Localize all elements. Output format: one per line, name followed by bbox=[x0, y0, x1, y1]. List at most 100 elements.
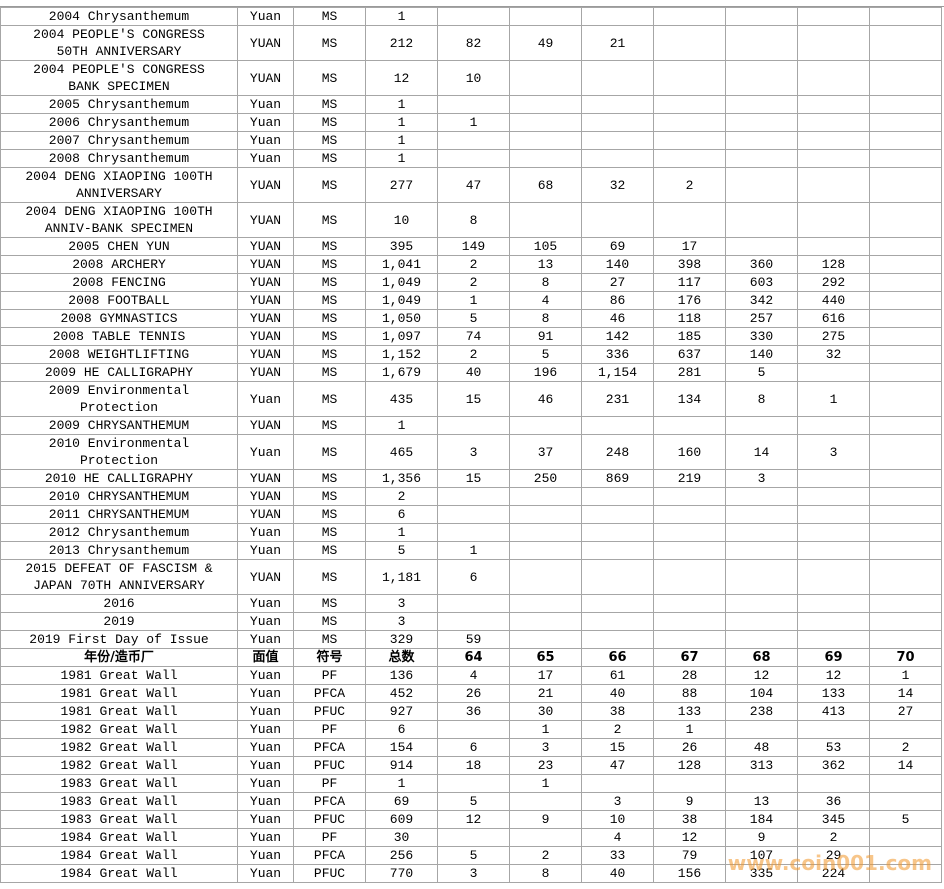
cell: PFCA bbox=[293, 684, 366, 703]
cell: MS bbox=[293, 434, 366, 470]
cell: Yuan bbox=[237, 792, 294, 811]
cell bbox=[581, 131, 654, 150]
cell: 69 bbox=[581, 237, 654, 256]
cell: 3 bbox=[365, 594, 438, 613]
cell-text: 2004 Chrysanthemum bbox=[48, 9, 190, 24]
cell: 33 bbox=[581, 846, 654, 865]
cell: 107 bbox=[725, 846, 798, 865]
cell: Yuan bbox=[237, 95, 294, 114]
header-row: 年份/造币厂 面值 符号 总数 64 65 66 67 68 69 70 bbox=[0, 648, 942, 667]
cell: Yuan bbox=[237, 131, 294, 150]
cell bbox=[869, 202, 942, 238]
cell bbox=[869, 594, 942, 613]
cell: 2013 Chrysanthemum bbox=[0, 541, 238, 560]
cell: 66 bbox=[581, 648, 654, 667]
cell: 69 bbox=[365, 792, 438, 811]
cell: YUAN bbox=[237, 309, 294, 328]
cell: 年份/造币厂 bbox=[0, 648, 238, 667]
cell: 2016 bbox=[0, 594, 238, 613]
table-row: 2011 CHRYSANTHEMUM YUAN MS 6 bbox=[0, 505, 942, 524]
cell: 2 bbox=[797, 828, 870, 847]
cell: 212 bbox=[365, 25, 438, 61]
cell bbox=[653, 7, 726, 26]
cell bbox=[869, 416, 942, 435]
cell: Yuan bbox=[237, 702, 294, 721]
cell: PF bbox=[293, 720, 366, 739]
cell: Yuan bbox=[237, 630, 294, 649]
cell: MS bbox=[293, 363, 366, 382]
cell: 1982 Great Wall bbox=[0, 756, 238, 775]
cell: MS bbox=[293, 469, 366, 488]
table-row: 2009 Environmental Protection Yuan MS 435 15… bbox=[0, 381, 942, 417]
cell: YUAN bbox=[237, 559, 294, 595]
table-row: 2008 TABLE TENNIS YUAN MS 1,097 74 91 142 185 33… bbox=[0, 327, 942, 346]
cell: 91 bbox=[509, 327, 582, 346]
cell-text: 1984 Great Wall bbox=[60, 830, 178, 845]
cell: 257 bbox=[725, 309, 798, 328]
cell: 14 bbox=[869, 684, 942, 703]
cell: 14 bbox=[725, 434, 798, 470]
table-row: 2005 Chrysanthemum Yuan MS 1 bbox=[0, 95, 942, 114]
cell: 53 bbox=[797, 738, 870, 757]
cell: Yuan bbox=[237, 756, 294, 775]
cell: 1983 Great Wall bbox=[0, 774, 238, 793]
cell: 27 bbox=[581, 273, 654, 292]
cell bbox=[509, 559, 582, 595]
cell: 330 bbox=[725, 327, 798, 346]
cell: PFUC bbox=[293, 810, 366, 829]
cell: 2008 Chrysanthemum bbox=[0, 149, 238, 168]
cell bbox=[725, 167, 798, 203]
cell: YUAN bbox=[237, 327, 294, 346]
cell bbox=[653, 774, 726, 793]
cell: 38 bbox=[581, 702, 654, 721]
cell: 342 bbox=[725, 291, 798, 310]
cell: MS bbox=[293, 237, 366, 256]
cell bbox=[437, 720, 510, 739]
cell: 23 bbox=[509, 756, 582, 775]
cell: 275 bbox=[797, 327, 870, 346]
cell: 1984 Great Wall bbox=[0, 828, 238, 847]
cell: 2007 Chrysanthemum bbox=[0, 131, 238, 150]
cell bbox=[869, 60, 942, 96]
cell bbox=[797, 95, 870, 114]
cell: 1,097 bbox=[365, 327, 438, 346]
cell: 160 bbox=[653, 434, 726, 470]
cell bbox=[797, 131, 870, 150]
cell: 3 bbox=[437, 434, 510, 470]
cell: 14 bbox=[869, 756, 942, 775]
table-row: 2010 CHRYSANTHEMUM YUAN MS 2 bbox=[0, 487, 942, 506]
cell: 277 bbox=[365, 167, 438, 203]
cell bbox=[581, 487, 654, 506]
cell: 48 bbox=[725, 738, 798, 757]
cell bbox=[653, 541, 726, 560]
cell bbox=[869, 237, 942, 256]
table-row: 2004 PEOPLE'S CONGRESS BANK SPECIMEN YUAN… bbox=[0, 60, 942, 96]
cell: 17 bbox=[653, 237, 726, 256]
cell: 117 bbox=[653, 273, 726, 292]
cell bbox=[653, 505, 726, 524]
cell bbox=[581, 202, 654, 238]
cell-text: 1983 Great Wall bbox=[60, 776, 178, 791]
cell: YUAN bbox=[237, 255, 294, 274]
cell: 118 bbox=[653, 309, 726, 328]
cell: 2 bbox=[437, 345, 510, 364]
cell-text: 2008 TABLE TENNIS bbox=[52, 329, 186, 344]
cell-text: 1983 Great Wall bbox=[60, 794, 178, 809]
cell: 2008 FOOTBALL bbox=[0, 291, 238, 310]
cell bbox=[725, 720, 798, 739]
cell bbox=[581, 612, 654, 631]
cell: 18 bbox=[437, 756, 510, 775]
cell-text: 2004 PEOPLE'S CONGRESS BANK SPECIMEN bbox=[33, 62, 205, 94]
cell: 231 bbox=[581, 381, 654, 417]
cell: 440 bbox=[797, 291, 870, 310]
cell: 1981 Great Wall bbox=[0, 666, 238, 685]
cell: 面值 bbox=[237, 648, 294, 667]
cell: 2019 bbox=[0, 612, 238, 631]
cell: Yuan bbox=[237, 381, 294, 417]
cell bbox=[581, 113, 654, 132]
cell: 196 bbox=[509, 363, 582, 382]
cell bbox=[653, 60, 726, 96]
cell: 1 bbox=[365, 131, 438, 150]
cell: 1 bbox=[653, 720, 726, 739]
cell bbox=[725, 7, 798, 26]
